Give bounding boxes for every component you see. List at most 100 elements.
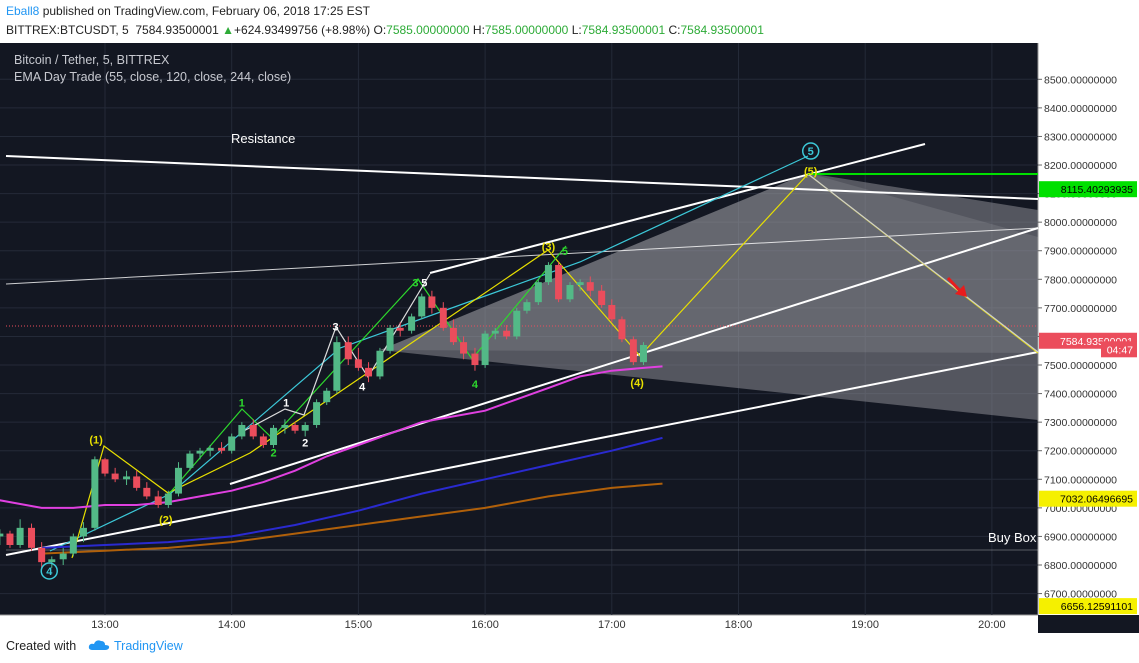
candle [396, 322, 404, 337]
candle-body [576, 282, 584, 286]
y-tick-label: 6900.00000000 [1044, 531, 1117, 543]
candle-body [28, 527, 36, 548]
candle-body [79, 527, 87, 537]
candle [618, 316, 626, 343]
wave-label: 2 [270, 447, 276, 459]
candle [291, 422, 299, 434]
red-arrow-icon [946, 276, 967, 297]
projection-zone [380, 173, 1038, 420]
thin-resistance-line [5, 227, 1039, 285]
candle [6, 530, 14, 548]
candle-body [523, 302, 531, 311]
wave-label-text: 1 [283, 397, 289, 409]
wave-label-text: 1 [239, 397, 245, 409]
yellow-wave-path [71, 173, 1039, 559]
x-tick-label: 19:00 [851, 619, 879, 631]
high-label: H: [472, 23, 485, 37]
wave-label: (3) [542, 242, 556, 254]
candle-body [259, 436, 267, 446]
candle [38, 542, 46, 568]
candle-body [428, 296, 436, 308]
candle [238, 422, 246, 440]
y-tick-label: 8200.00000000 [1044, 160, 1117, 172]
price-chart[interactable]: 8500.00000000 8400.00000000 8300.00000000 8… [0, 43, 1139, 633]
candle-body [503, 330, 511, 337]
candle-body [471, 353, 479, 366]
arrow-head [955, 285, 967, 297]
time-axis-panel [0, 615, 1038, 633]
price-label-text: 8115.40293935 [1061, 184, 1133, 196]
candle [101, 457, 109, 477]
wave-label-text: 3 [333, 322, 339, 334]
candle-body [323, 390, 331, 403]
ema-120-line [41, 436, 663, 549]
wave-label: 5 [562, 246, 568, 258]
wave-label: 4 [472, 379, 479, 391]
price-change: +624.93499756 (+8.98%) [234, 23, 371, 37]
candle [186, 450, 194, 471]
y-tick-label: 7700.00000000 [1044, 303, 1117, 315]
candle [460, 336, 468, 360]
candle-body [491, 330, 499, 334]
wave-label-text: 4 [359, 382, 366, 394]
wave-label: 3 [412, 277, 418, 289]
candle-body [449, 327, 457, 343]
y-tick-label: 8400.00000000 [1044, 103, 1117, 115]
candle-body [196, 450, 204, 454]
candle [439, 302, 447, 331]
candle [344, 336, 352, 366]
x-tick-label: 14:00 [218, 619, 246, 631]
wave-label-text: 4 [46, 566, 53, 578]
candle [91, 456, 99, 531]
change-arrow-icon: ▲ [222, 23, 235, 37]
low-value: 7584.93500001 [581, 23, 666, 37]
wave-label-text: (2) [159, 515, 173, 527]
wave-circle [40, 562, 59, 580]
created-with-text: Created with [6, 639, 77, 653]
candle-body [16, 527, 24, 546]
candle-body [313, 402, 321, 426]
y-tick-label: 8500.00000000 [1044, 74, 1117, 86]
price-label: 6656.12591101 [1039, 598, 1137, 615]
candle [270, 425, 278, 448]
price-label-text: 04:47 [1107, 344, 1133, 356]
y-tick-label: 6800.00000000 [1044, 560, 1117, 572]
candle [48, 556, 56, 568]
price-axis-panel [1038, 43, 1139, 615]
candle [354, 347, 362, 371]
candle [629, 336, 637, 366]
candle [174, 462, 182, 497]
wave-label: (4) [630, 377, 644, 389]
candle-body [598, 290, 606, 306]
wave-label: (1) [89, 435, 103, 447]
candle-body [270, 427, 278, 446]
candle-body [396, 327, 404, 331]
candle [313, 399, 321, 428]
candle-body [344, 342, 352, 360]
price-label-bg [1039, 181, 1137, 198]
buy-box-annotation: Buy Box [988, 530, 1037, 545]
wave-label: 5 [801, 142, 820, 160]
upper-channel-line [429, 143, 926, 274]
author-link[interactable]: Eball8 [6, 4, 40, 18]
candle-body [143, 487, 151, 497]
candle-body [6, 533, 14, 546]
candle-body [38, 547, 46, 563]
wave-label: 5 [421, 277, 427, 289]
candle [301, 422, 309, 437]
wave-label-text: 5 [562, 246, 568, 258]
wave-label: 4 [40, 562, 59, 580]
cloud-logo-icon [88, 640, 110, 650]
candle [544, 262, 552, 286]
y-tick-label: 8300.00000000 [1044, 131, 1117, 143]
candle [123, 470, 131, 486]
candle [576, 279, 584, 291]
candle-body [228, 436, 236, 451]
wave-circle [801, 142, 820, 160]
candle-body [534, 282, 542, 303]
candle [555, 262, 563, 303]
tradingview-logo[interactable]: TradingView [88, 639, 183, 653]
price-label: 04:47 [1101, 341, 1137, 358]
candle-body [544, 265, 552, 283]
candle-body [133, 476, 141, 488]
